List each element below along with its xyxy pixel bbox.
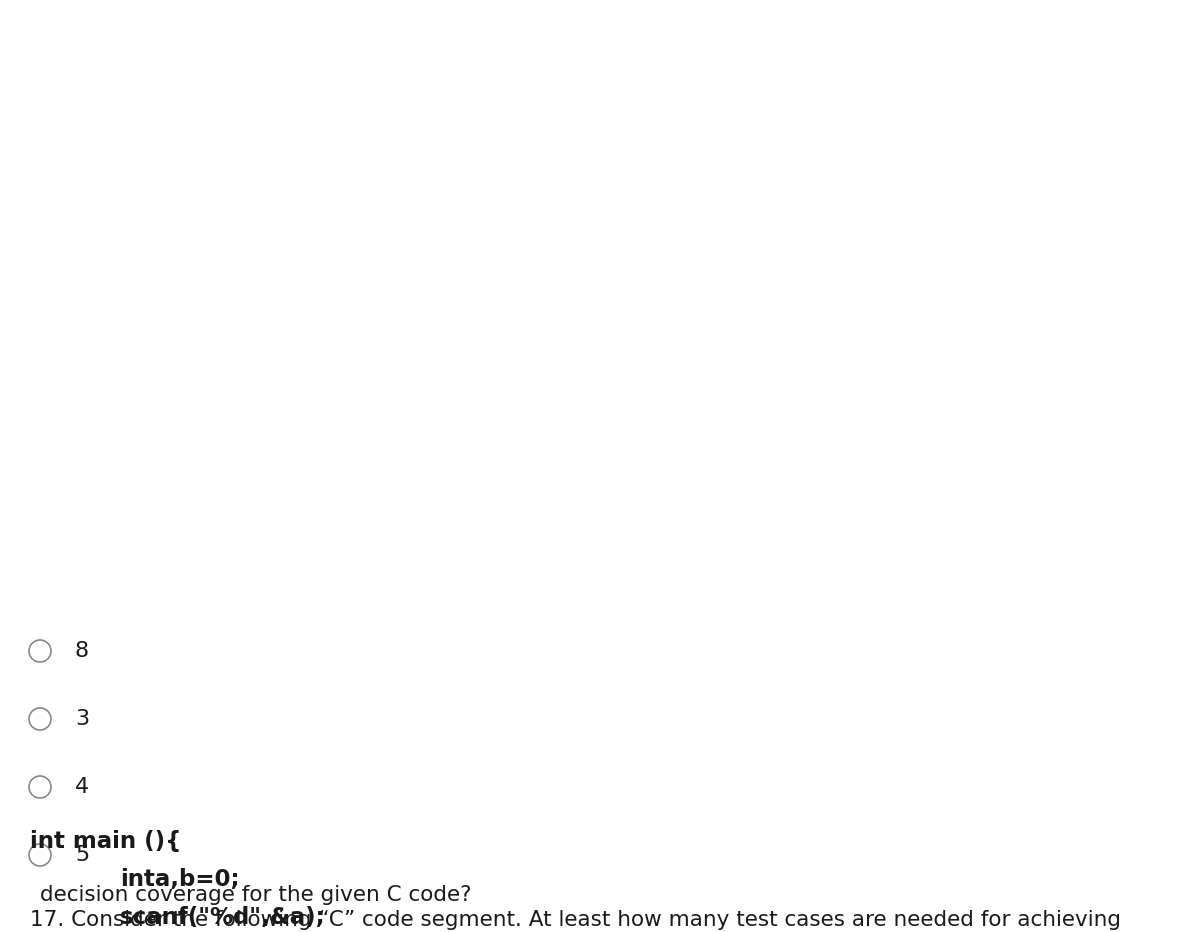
Text: 17. Consider the following “C” code segment. At least how many test cases are ne: 17. Consider the following “C” code segm… <box>30 910 1121 930</box>
Text: decision coverage for the given C code?: decision coverage for the given C code? <box>40 885 472 905</box>
Text: int main (){: int main (){ <box>30 830 181 853</box>
Text: 8: 8 <box>74 641 89 661</box>
Text: scanf("%d",&a);: scanf("%d",&a); <box>120 906 325 929</box>
Text: 4: 4 <box>74 777 89 797</box>
Text: 5: 5 <box>74 845 89 865</box>
Text: 3: 3 <box>74 709 89 729</box>
Text: inta,b=0;: inta,b=0; <box>120 868 240 891</box>
